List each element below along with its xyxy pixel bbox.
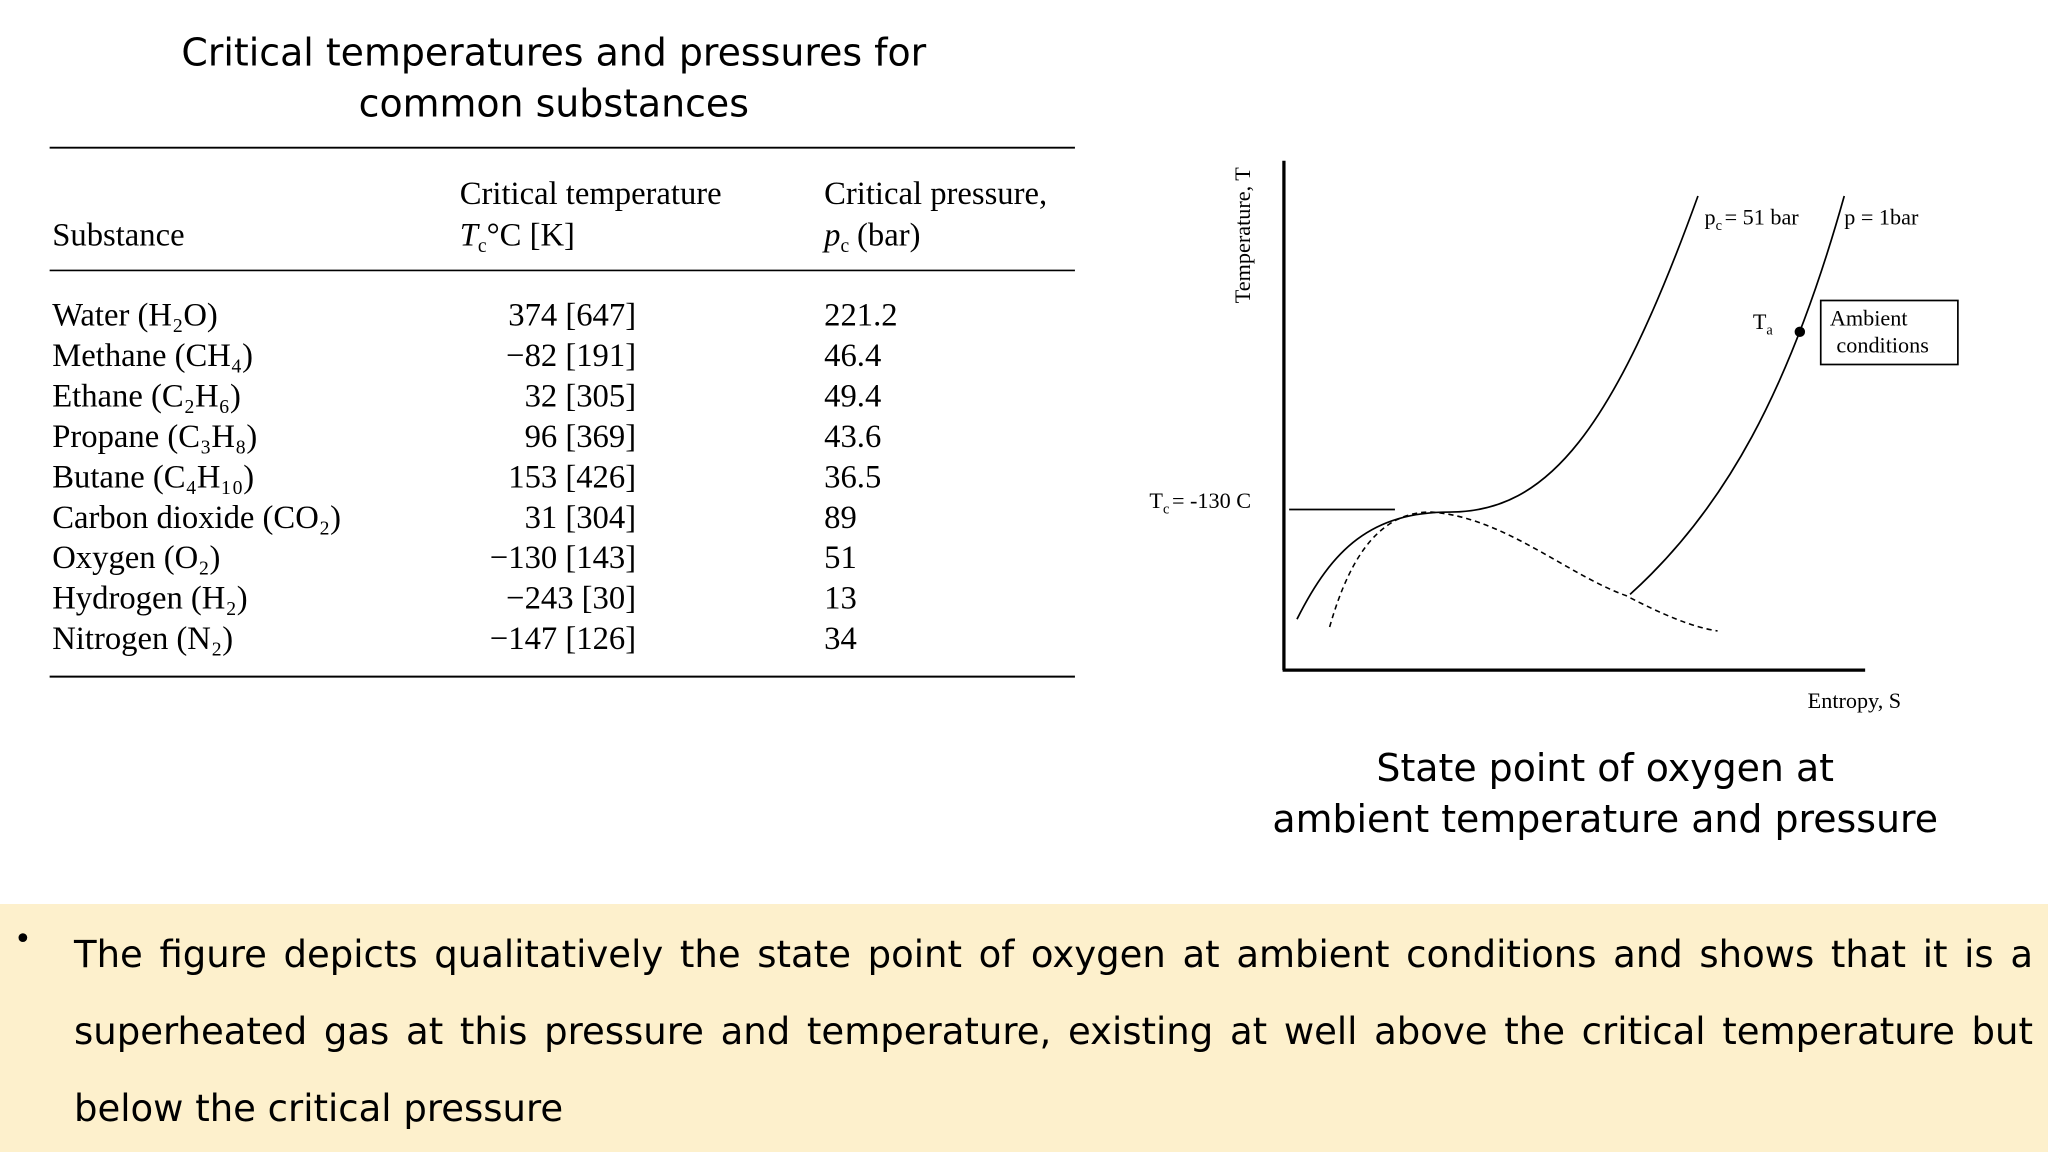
subscript: c	[840, 236, 849, 257]
table-cell: 153 [426]	[508, 459, 636, 495]
table-cell: −130 [143]	[490, 540, 636, 576]
table-cell: 36.5	[824, 459, 881, 495]
table-cell: Hydrogen (H₂)	[52, 581, 247, 617]
table-cell: Methane (CH₄)	[52, 338, 253, 374]
bullet-box: • The figure depicts qualitatively the s…	[0, 904, 2048, 1152]
table-cell: Oxygen (O₂)	[52, 540, 220, 576]
table-cell: 43.6	[824, 419, 881, 455]
table-cell: 34	[824, 621, 857, 657]
subscript: c	[1716, 218, 1722, 234]
table-cell: Butane (C₄H₁₀)	[52, 459, 254, 495]
ambient-isobar	[1629, 195, 1846, 595]
table-cell: 221.2	[824, 297, 897, 333]
symbol: T	[1149, 488, 1163, 513]
table-body: Water (H₂O) 374 [647] 221.2 Methane (CH₄) −8…	[52, 297, 897, 657]
header-cell: Critical temperature	[460, 176, 722, 212]
symbol: T	[460, 218, 481, 254]
slide-figures: Critical temperatures and pressures for …	[49, 30, 1959, 841]
symbol: p	[822, 218, 840, 254]
table-cell: 89	[824, 500, 857, 536]
table-cell: −82 [191]	[506, 338, 636, 374]
table-cell: Water (H₂O)	[52, 297, 218, 333]
subscript: c	[478, 236, 487, 257]
caption: ambient temperature and pressure	[1272, 797, 1938, 841]
critical-isobar	[1296, 195, 1699, 620]
table-cell: −147 [126]	[490, 621, 636, 657]
table-cell: Propane (C₃H₈)	[52, 419, 257, 455]
critical-temperature-label: Tc = -130 C	[1149, 488, 1251, 517]
table-cell: 374 [647]	[508, 297, 636, 333]
table-cell: 32 [305]	[525, 378, 637, 414]
state-point	[1794, 326, 1806, 338]
symbol: p	[1704, 205, 1715, 230]
bullet-text: The figure depicts qualitatively the sta…	[74, 933, 2033, 1130]
saturation-dome	[1328, 511, 1718, 632]
label-text: = -130 C	[1172, 488, 1251, 513]
ambient-isobar-label: p = 1bar	[1844, 205, 1919, 230]
table-cell: −243 [30]	[506, 581, 636, 617]
box-label: conditions	[1836, 333, 1928, 358]
header-cell: Critical pressure,	[824, 176, 1047, 212]
table-header: Substance Critical temperature Tc°C [K] …	[52, 176, 1047, 257]
table-cell: 96 [369]	[525, 419, 637, 455]
y-axis-label: Temperature, T	[1230, 167, 1255, 303]
caption: State point of oxygen at	[1376, 746, 1834, 790]
table-cell: 49.4	[824, 378, 881, 414]
subscript: a	[1766, 322, 1773, 338]
critical-isobar-label: pc = 51 bar	[1704, 205, 1799, 234]
table-cell: 13	[824, 581, 857, 617]
table-cell: Carbon dioxide (CO₂)	[52, 500, 341, 536]
table-title: Critical temperatures and pressures for	[181, 30, 926, 74]
box-label: Ambient	[1830, 305, 1908, 330]
table-cell: Nitrogen (N₂)	[52, 621, 233, 657]
label-text: = 51 bar	[1725, 205, 1800, 230]
table-cell: Ethane (C₂H₆)	[52, 378, 241, 414]
header-cell: pc (bar)	[822, 218, 920, 258]
table-cell: 46.4	[824, 338, 881, 374]
ts-diagram	[1282, 160, 1959, 672]
table-cell: 51	[824, 540, 857, 576]
diagram-labels: Temperature, T Entropy, S Tc = -130 C pc =…	[1149, 167, 1928, 713]
table-title: common substances	[359, 81, 749, 125]
state-point-label: Ta	[1753, 309, 1774, 338]
x-axis-label: Entropy, S	[1808, 688, 1901, 713]
label-box	[1819, 299, 1959, 366]
unit: °C [K]	[487, 218, 575, 254]
unit: (bar)	[857, 218, 920, 254]
bullet-marker: •	[14, 922, 32, 957]
table-cell: 31 [304]	[525, 500, 637, 536]
header-cell: Substance	[52, 218, 184, 254]
subscript: c	[1163, 501, 1169, 517]
header-cell: Tc°C [K]	[460, 218, 575, 258]
symbol: T	[1753, 309, 1767, 334]
